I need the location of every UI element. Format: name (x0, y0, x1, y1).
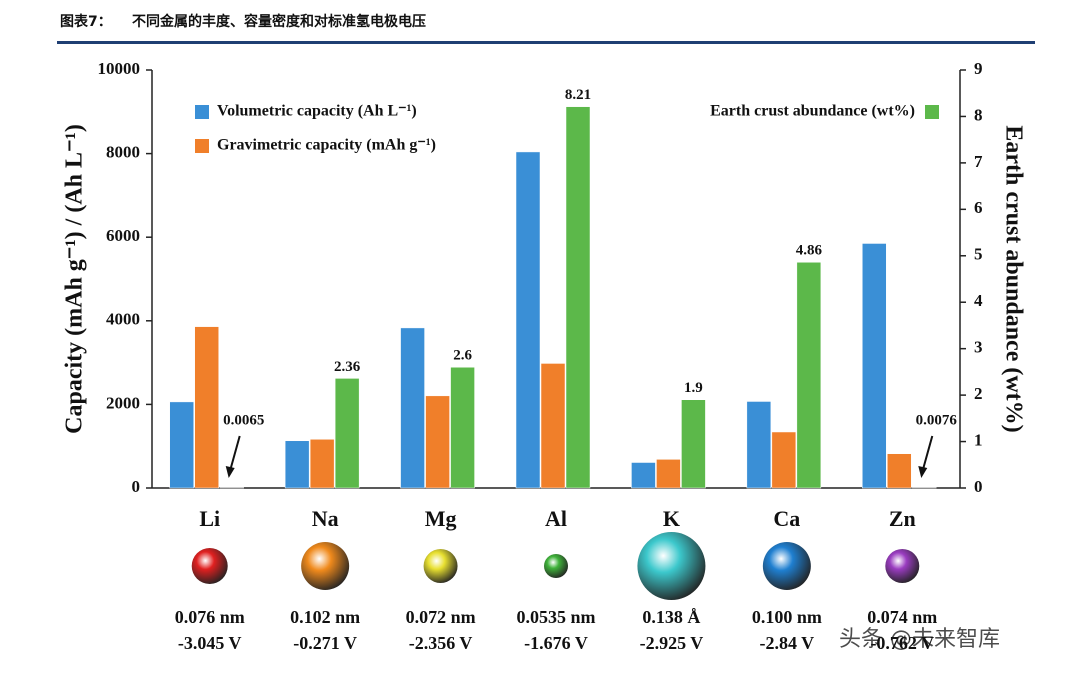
legend-label: Volumetric capacity (Ah L⁻¹) (217, 103, 417, 120)
x-tick-label: Li (199, 506, 220, 531)
y-tick-label: 6000 (106, 226, 140, 245)
value-label: 2.6 (453, 348, 472, 364)
bar (681, 399, 706, 489)
bar (309, 439, 335, 489)
y2-tick-label: 4 (974, 291, 983, 310)
ion-sphere (762, 542, 811, 590)
y2-tick-label: 3 (974, 338, 983, 357)
bar (656, 459, 681, 489)
legend-label: Earth crust abundance (wt%) (710, 103, 915, 120)
bar (887, 453, 912, 489)
bar (425, 395, 450, 489)
bar (169, 401, 194, 489)
y-tick-label: 8000 (106, 143, 140, 162)
ion-sphere (544, 554, 568, 578)
x-tick-label: Ca (773, 506, 800, 531)
bar (631, 462, 656, 489)
arrow (921, 435, 934, 473)
y-tick-label: 10000 (98, 59, 141, 78)
ion-radius: 0.138 Å (642, 607, 700, 627)
y2-tick-label: 8 (974, 105, 983, 124)
y2-tick-label: 0 (974, 477, 983, 496)
x-tick-label: K (663, 506, 680, 531)
bar (746, 401, 772, 489)
bar (400, 327, 425, 489)
ion-radius: 0.0535 nm (516, 607, 595, 627)
ion-potential: -0.762 V (870, 633, 934, 653)
legend-swatch (195, 139, 209, 153)
x-tick-label: Mg (425, 506, 457, 531)
y2-axis-label: Earth crust abundance (wt%) (1000, 125, 1026, 432)
bar (862, 243, 887, 489)
y2-tick-label: 9 (974, 59, 983, 78)
ion-sphere (191, 548, 228, 584)
x-tick-label: Zn (889, 506, 916, 531)
ion-radius: 0.074 nm (867, 607, 937, 627)
ion-potential: -2.84 V (760, 633, 815, 653)
bar (284, 440, 310, 489)
legend-swatch (195, 105, 209, 119)
legend-label: Gravimetric capacity (mAh g⁻¹) (217, 137, 436, 154)
bar (194, 326, 219, 489)
ion-potential: -2.356 V (409, 633, 473, 653)
ion-radius: 0.072 nm (406, 607, 476, 627)
y2-tick-label: 5 (974, 245, 983, 264)
header-rule (57, 41, 1035, 44)
ion-potential: -1.676 V (524, 633, 588, 653)
value-label: 2.36 (334, 359, 361, 375)
bar (334, 378, 360, 489)
ion-potential: -2.925 V (640, 633, 704, 653)
ion-radius: 0.102 nm (290, 607, 360, 627)
y-tick-label: 0 (132, 477, 141, 496)
legend-swatch (925, 105, 939, 119)
ion-radius: 0.076 nm (175, 607, 245, 627)
ion-potential: -3.045 V (178, 633, 242, 653)
x-tick-label: Al (545, 506, 567, 531)
arrow-head (918, 466, 928, 478)
x-tick-label: Na (312, 506, 339, 531)
y2-tick-label: 2 (974, 384, 983, 403)
y2-tick-label: 6 (974, 198, 983, 217)
y-tick-label: 4000 (106, 310, 140, 329)
value-label: 4.86 (796, 243, 823, 259)
y2-tick-label: 7 (974, 152, 983, 171)
arrow (228, 435, 241, 473)
y-axis-label: Capacity (mAh g⁻¹) / (Ah L⁻¹) (62, 124, 88, 434)
figure-label: 图表7： (60, 13, 112, 30)
bar (796, 262, 822, 489)
value-label: 8.21 (565, 87, 591, 103)
value-label: 0.0065 (223, 412, 264, 428)
ion-sphere (637, 532, 706, 600)
y-tick-label: 2000 (106, 393, 140, 412)
watermark: 头条 @未来智库 (839, 627, 1000, 652)
bar (565, 106, 591, 489)
ion-radius: 0.100 nm (752, 607, 822, 627)
bar (771, 431, 797, 489)
bar (450, 366, 475, 489)
value-label: 1.9 (684, 380, 703, 396)
ion-sphere (885, 549, 920, 583)
chart-title: 不同金属的丰度、容量密度和对标准氢电极电压 (132, 13, 426, 30)
y2-tick-label: 1 (974, 430, 983, 449)
bar (540, 363, 566, 489)
bar (515, 151, 541, 489)
value-label: 0.0076 (916, 412, 958, 428)
ion-sphere (301, 542, 350, 590)
ion-sphere (423, 549, 458, 583)
arrow-head (225, 466, 235, 478)
ion-potential: -0.271 V (293, 633, 357, 653)
